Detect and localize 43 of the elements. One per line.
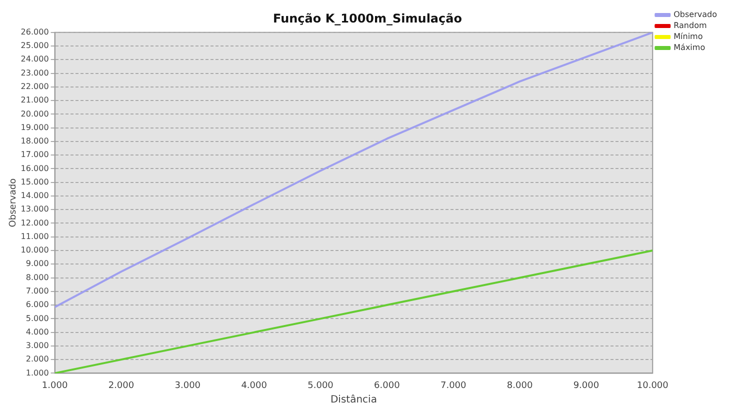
y-tick-label: 12.000 xyxy=(20,218,49,228)
y-tick-label: 3.000 xyxy=(26,341,49,350)
y-tick-label: 8.000 xyxy=(26,272,49,282)
legend-label: Máximo xyxy=(674,43,706,52)
x-tick-label: 7.000 xyxy=(440,380,467,391)
y-tick-label: 22.000 xyxy=(20,82,49,92)
y-tick-label: 13.000 xyxy=(20,204,49,214)
x-tick-label: 5.000 xyxy=(308,380,334,391)
y-tick-label: 4.000 xyxy=(26,327,49,336)
legend-label: Mínimo xyxy=(674,32,703,42)
chart-title: Função K_1000m_Simulação xyxy=(273,11,462,26)
y-tick-label: 2.000 xyxy=(26,354,49,364)
y-tick-label: 24.000 xyxy=(20,54,49,64)
x-tick-label: 2.000 xyxy=(108,380,134,391)
y-tick-label: 10.000 xyxy=(20,246,49,255)
x-axis-title: Distância xyxy=(330,394,377,406)
y-tick-label: 7.000 xyxy=(26,286,49,296)
y-tick-label: 26.000 xyxy=(20,27,49,36)
y-tick-label: 20.000 xyxy=(20,109,49,118)
y-tick-label: 11.000 xyxy=(20,232,49,241)
y-tick-label: 14.000 xyxy=(20,191,49,200)
x-tick-label: 3.000 xyxy=(174,380,201,391)
x-tick-label: 9.000 xyxy=(573,380,600,391)
y-tick-label: 23.000 xyxy=(20,68,49,78)
y-tick-label: 21.000 xyxy=(20,96,49,105)
y-tick-label: 5.000 xyxy=(26,314,49,323)
y-tick-label: 15.000 xyxy=(20,177,49,186)
x-tick-label: 10.000 xyxy=(636,380,669,391)
y-tick-label: 17.000 xyxy=(20,150,49,160)
legend-label: Observado xyxy=(674,10,718,20)
x-tick-label: 1.000 xyxy=(42,380,68,391)
legend-label: Random xyxy=(674,21,707,30)
x-tick-label: 6.000 xyxy=(374,380,400,391)
y-tick-label: 6.000 xyxy=(26,300,49,310)
y-tick-label: 25.000 xyxy=(20,41,49,50)
y-axis-title: Observado xyxy=(8,178,19,228)
y-tick-label: 16.000 xyxy=(20,164,49,173)
y-tick-label: 18.000 xyxy=(20,136,49,146)
y-tick-label: 19.000 xyxy=(20,122,49,132)
x-tick-label: 4.000 xyxy=(241,380,268,391)
x-tick-label: 8.000 xyxy=(506,380,533,391)
y-tick-label: 1.000 xyxy=(26,368,49,378)
y-tick-label: 9.000 xyxy=(26,259,49,268)
